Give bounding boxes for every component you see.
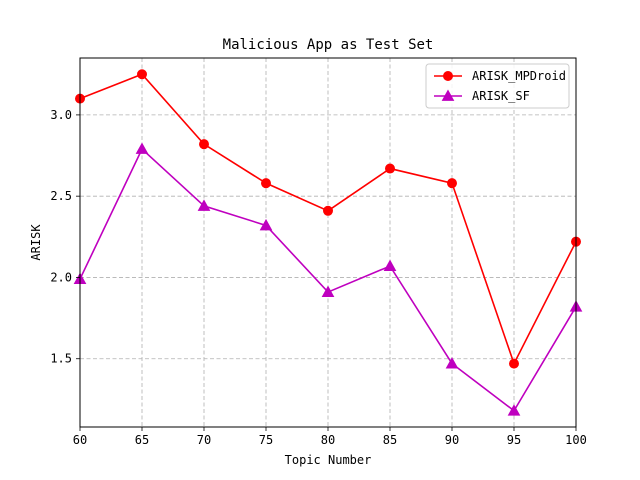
data-point bbox=[135, 142, 149, 154]
x-tick-label: 80 bbox=[321, 433, 335, 447]
legend-label: ARISK_SF bbox=[472, 89, 530, 103]
x-tick-label: 70 bbox=[197, 433, 211, 447]
y-tick-label: 3.0 bbox=[50, 108, 72, 122]
series-arisk-sf bbox=[73, 142, 583, 416]
legend-box bbox=[425, 63, 570, 109]
y-axis-label: ARISK bbox=[29, 224, 43, 261]
x-tick-label: 65 bbox=[135, 433, 149, 447]
y-tick-label: 2.5 bbox=[50, 189, 72, 203]
legend: ARISK_MPDroid ARISK_SF bbox=[425, 63, 570, 109]
legend-item: ARISK_MPDroid bbox=[434, 69, 566, 83]
data-point bbox=[137, 69, 147, 80]
data-point bbox=[321, 285, 335, 297]
axis-ticks: 60 65 70 75 80 85 90 95 100 1.5 2.0 2.5 3.0 bbox=[50, 108, 587, 447]
series-arisk-mpdroid bbox=[75, 69, 581, 369]
legend-marker bbox=[443, 71, 453, 81]
x-tick-label: 90 bbox=[445, 433, 459, 447]
data-point bbox=[507, 404, 521, 416]
chart-title: Malicious App as Test Set bbox=[223, 37, 434, 53]
y-tick-label: 2.0 bbox=[50, 270, 72, 284]
data-point bbox=[509, 358, 519, 369]
x-tick-label: 85 bbox=[383, 433, 397, 447]
data-point bbox=[199, 139, 209, 150]
series-group bbox=[73, 69, 583, 416]
x-axis-label: Topic Number bbox=[285, 453, 372, 467]
data-point bbox=[385, 163, 395, 174]
x-tick-label: 100 bbox=[565, 433, 587, 447]
data-point bbox=[323, 205, 333, 216]
legend-label: ARISK_MPDroid bbox=[472, 69, 566, 83]
x-tick-label: 95 bbox=[507, 433, 521, 447]
data-point bbox=[383, 259, 397, 271]
data-point bbox=[259, 218, 273, 231]
legend-marker bbox=[441, 89, 455, 101]
data-point bbox=[447, 178, 457, 189]
data-point bbox=[197, 199, 211, 211]
data-point bbox=[445, 357, 459, 369]
data-point bbox=[261, 178, 271, 189]
legend-item: ARISK_SF bbox=[434, 89, 530, 103]
y-tick-label: 1.5 bbox=[50, 352, 72, 366]
x-tick-label: 60 bbox=[73, 433, 87, 447]
x-tick-label: 75 bbox=[259, 433, 273, 447]
